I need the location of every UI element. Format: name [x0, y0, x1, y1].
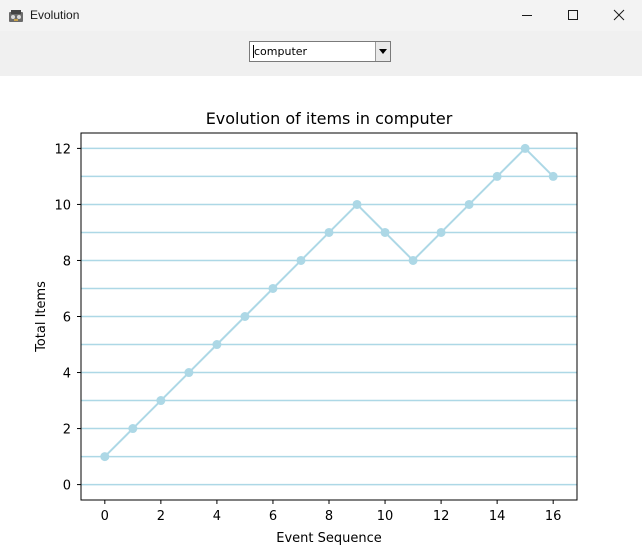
y-tick-label: 12 [54, 142, 71, 157]
y-tick-label: 10 [54, 198, 71, 213]
data-point [212, 340, 222, 350]
evolution-chart: Evolution of items in computer 0 2 4 6 8 10 12… [34, 109, 578, 546]
data-point [436, 227, 446, 237]
chart-title: Evolution of items in computer [206, 109, 453, 128]
data-point [184, 368, 194, 378]
item-selector[interactable]: computer [249, 41, 391, 62]
x-tick-label: 6 [269, 509, 277, 524]
x-tick-label: 16 [545, 509, 562, 524]
dropdown-button[interactable] [375, 42, 390, 61]
maximize-button[interactable] [550, 0, 596, 31]
chart-area: Evolution of items in computer 0 2 4 6 8 10 12… [0, 76, 642, 556]
data-point [520, 143, 530, 153]
x-tick-label: 2 [157, 509, 165, 524]
chevron-down-icon [379, 49, 387, 54]
x-tick-label: 12 [433, 509, 450, 524]
y-tick-label: 4 [63, 367, 71, 382]
close-button[interactable] [596, 0, 642, 31]
x-tick-label: 8 [325, 509, 333, 524]
x-tick-label: 10 [377, 509, 394, 524]
x-axis-label: Event Sequence [276, 531, 382, 546]
data-point [296, 255, 306, 265]
data-point [492, 171, 502, 181]
data-point [156, 396, 166, 406]
data-point [408, 255, 418, 265]
minimize-icon [522, 15, 532, 16]
data-point [324, 227, 334, 237]
minimize-button[interactable] [504, 0, 550, 31]
title-bar: Evolution [0, 0, 642, 31]
data-point [548, 171, 558, 181]
x-tick-label: 14 [489, 509, 506, 524]
y-tick-label: 0 [63, 479, 71, 494]
data-point [100, 452, 110, 462]
data-point [240, 312, 250, 321]
window-title: Evolution [30, 8, 80, 22]
data-point [268, 283, 278, 293]
toolbar: computer [0, 31, 642, 76]
close-icon [613, 9, 625, 21]
item-selector-value: computer [253, 45, 308, 58]
data-point [464, 199, 474, 209]
data-point [128, 424, 138, 434]
y-tick-label: 8 [63, 254, 71, 269]
x-tick-label: 0 [101, 509, 109, 524]
y-tick-label: 6 [63, 311, 71, 326]
y-tick-label: 2 [63, 423, 71, 438]
data-point [380, 227, 390, 237]
data-point [352, 199, 362, 209]
x-tick-label: 4 [213, 509, 221, 524]
maximize-icon [568, 10, 578, 20]
series-line [104, 146, 554, 458]
app-icon [9, 10, 23, 22]
y-axis-label: Total Items [34, 281, 49, 353]
